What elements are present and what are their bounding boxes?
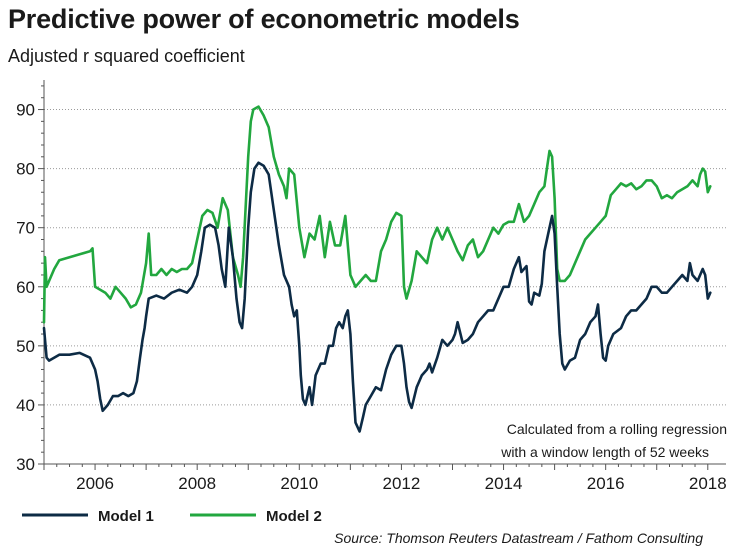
y-tick-label-40: 40 — [16, 396, 35, 415]
y-tick-label-70: 70 — [16, 219, 35, 238]
chart-title: Predictive power of econometric models — [8, 4, 520, 34]
y-tick-label-30: 30 — [16, 455, 35, 474]
x-tick-label-2008: 2008 — [178, 474, 216, 493]
x-tick-label-2012: 2012 — [383, 474, 421, 493]
legend-label-model-2: Model 2 — [266, 508, 322, 525]
series-line-model-1 — [42, 161, 712, 433]
chart-subtitle: Adjusted r squared coefficient — [8, 46, 245, 66]
x-tick-label-2016: 2016 — [587, 474, 625, 493]
axes — [38, 80, 726, 470]
y-tick-label-80: 80 — [16, 160, 35, 179]
y-tick-label-50: 50 — [16, 337, 35, 356]
tick-labels: 30 40 50 60 70 80 90 2006 2008 2010 2012 2014 2016 20… — [16, 101, 727, 493]
x-tick-label-2010: 2010 — [280, 474, 318, 493]
series-line-model-2 — [42, 105, 712, 324]
legend: Model 1 Model 2 — [22, 508, 322, 525]
source-note: Source: Thomson Reuters Datastream / Fat… — [334, 530, 703, 546]
y-tick-label-90: 90 — [16, 101, 35, 120]
x-tick-label-2018: 2018 — [689, 474, 727, 493]
x-tick-label-2006: 2006 — [76, 474, 114, 493]
series-lines — [42, 105, 712, 433]
annotation-line-2: with a window length of 52 weeks — [500, 444, 709, 460]
legend-label-model-1: Model 1 — [98, 508, 154, 525]
annotation-line-1: Calculated from a rolling regression — [507, 421, 727, 437]
x-tick-label-2014: 2014 — [485, 474, 523, 493]
y-tick-label-60: 60 — [16, 278, 35, 297]
